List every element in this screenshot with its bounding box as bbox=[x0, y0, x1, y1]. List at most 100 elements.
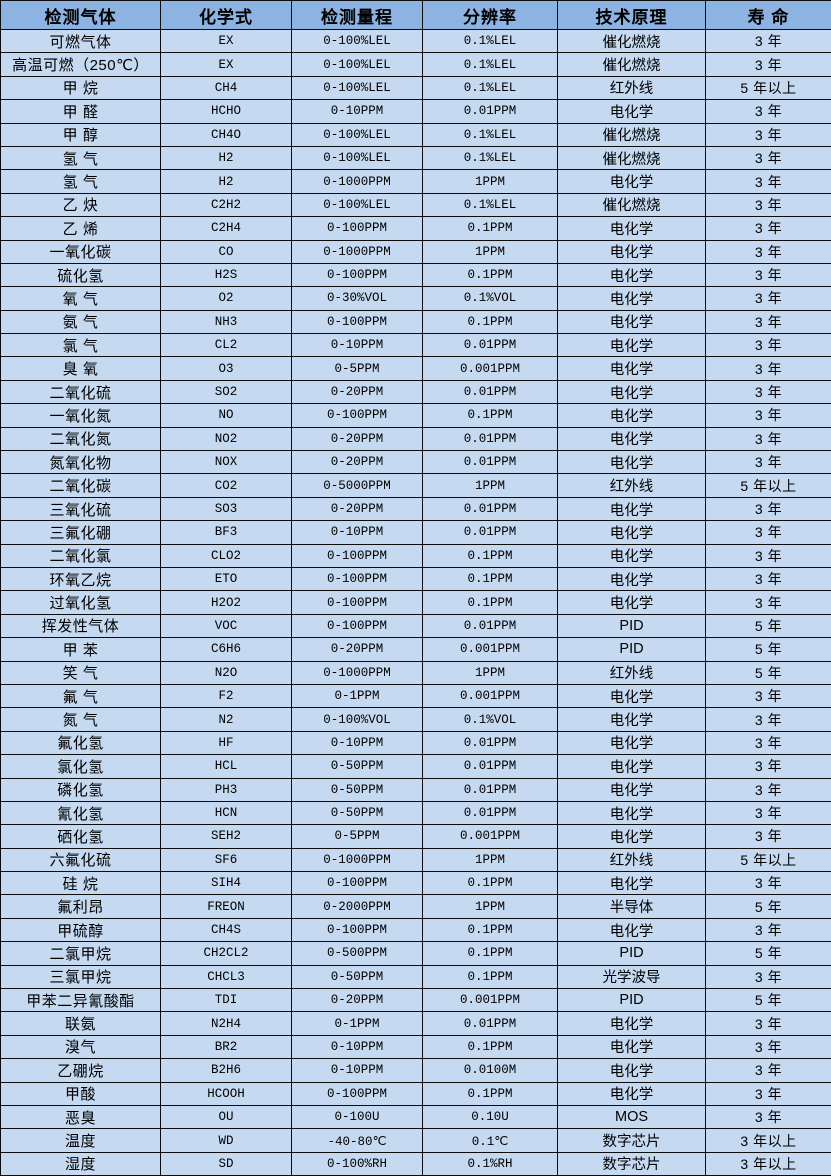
cell-resolution: 0.1PPM bbox=[423, 217, 558, 240]
cell-formula: F2 bbox=[161, 684, 292, 707]
cell-technology: PID bbox=[558, 614, 706, 637]
cell-formula: SD bbox=[161, 1152, 292, 1175]
cell-range: 0-100PPM bbox=[292, 567, 423, 590]
cell-resolution: 0.1PPM bbox=[423, 567, 558, 590]
cell-lifetime: 3 年 bbox=[706, 451, 831, 474]
cell-lifetime: 3 年 bbox=[706, 755, 831, 778]
cell-formula: CH4O bbox=[161, 123, 292, 146]
cell-technology: 电化学 bbox=[558, 544, 706, 567]
cell-gas: 氯化氢 bbox=[1, 755, 161, 778]
cell-technology: 光学波导 bbox=[558, 965, 706, 988]
cell-technology: 红外线 bbox=[558, 661, 706, 684]
cell-lifetime: 3 年 bbox=[706, 193, 831, 216]
cell-lifetime: 3 年 bbox=[706, 1105, 831, 1128]
cell-range: 0-5PPM bbox=[292, 825, 423, 848]
cell-gas: 硫化氢 bbox=[1, 263, 161, 286]
cell-gas: 环氧乙烷 bbox=[1, 567, 161, 590]
cell-lifetime: 5 年 bbox=[706, 614, 831, 637]
cell-formula: CO2 bbox=[161, 474, 292, 497]
cell-technology: 电化学 bbox=[558, 1059, 706, 1082]
cell-range: 0-100%LEL bbox=[292, 30, 423, 53]
cell-lifetime: 3 年 bbox=[706, 240, 831, 263]
cell-technology: PID bbox=[558, 942, 706, 965]
cell-resolution: 0.1PPM bbox=[423, 942, 558, 965]
cell-technology: 红外线 bbox=[558, 848, 706, 871]
cell-technology: 催化燃烧 bbox=[558, 123, 706, 146]
cell-range: 0-5PPM bbox=[292, 357, 423, 380]
cell-range: 0-100%LEL bbox=[292, 53, 423, 76]
cell-technology: 催化燃烧 bbox=[558, 53, 706, 76]
cell-lifetime: 5 年以上 bbox=[706, 474, 831, 497]
cell-technology: 电化学 bbox=[558, 778, 706, 801]
cell-resolution: 0.01PPM bbox=[423, 521, 558, 544]
cell-range: 0-50PPM bbox=[292, 778, 423, 801]
cell-resolution: 0.001PPM bbox=[423, 684, 558, 707]
cell-range: 0-5000PPM bbox=[292, 474, 423, 497]
cell-resolution: 0.01PPM bbox=[423, 451, 558, 474]
cell-formula: HF bbox=[161, 731, 292, 754]
cell-gas: 恶臭 bbox=[1, 1105, 161, 1128]
cell-technology: 催化燃烧 bbox=[558, 30, 706, 53]
cell-technology: PID bbox=[558, 989, 706, 1012]
cell-lifetime: 3 年 bbox=[706, 965, 831, 988]
cell-lifetime: 3 年 bbox=[706, 801, 831, 824]
cell-range: 0-100PPM bbox=[292, 544, 423, 567]
cell-gas: 氟化氢 bbox=[1, 731, 161, 754]
cell-range: 0-1PPM bbox=[292, 1012, 423, 1035]
cell-gas: 二氧化硫 bbox=[1, 380, 161, 403]
cell-gas: 乙 烯 bbox=[1, 217, 161, 240]
cell-formula: CHCL3 bbox=[161, 965, 292, 988]
cell-lifetime: 5 年以上 bbox=[706, 848, 831, 871]
cell-gas: 甲 苯 bbox=[1, 638, 161, 661]
cell-lifetime: 5 年 bbox=[706, 895, 831, 918]
cell-gas: 高温可燃（250℃） bbox=[1, 53, 161, 76]
cell-range: 0-100PPM bbox=[292, 310, 423, 333]
cell-range: 0-100PPM bbox=[292, 1082, 423, 1105]
cell-range: 0-20PPM bbox=[292, 451, 423, 474]
column-header-lifetime: 寿 命 bbox=[706, 1, 831, 30]
cell-gas: 溴气 bbox=[1, 1035, 161, 1058]
cell-gas: 氯 气 bbox=[1, 334, 161, 357]
cell-resolution: 1PPM bbox=[423, 240, 558, 263]
cell-technology: 电化学 bbox=[558, 591, 706, 614]
cell-range: 0-100%VOL bbox=[292, 708, 423, 731]
cell-gas: 三氧化硫 bbox=[1, 497, 161, 520]
cell-lifetime: 5 年 bbox=[706, 989, 831, 1012]
cell-formula: HCOOH bbox=[161, 1082, 292, 1105]
cell-gas: 联氨 bbox=[1, 1012, 161, 1035]
cell-formula: BR2 bbox=[161, 1035, 292, 1058]
cell-resolution: 1PPM bbox=[423, 474, 558, 497]
cell-range: 0-1000PPM bbox=[292, 848, 423, 871]
cell-technology: MOS bbox=[558, 1105, 706, 1128]
column-header-range: 检测量程 bbox=[292, 1, 423, 30]
cell-range: 0-100%LEL bbox=[292, 146, 423, 169]
cell-resolution: 0.1PPM bbox=[423, 965, 558, 988]
cell-formula: H2S bbox=[161, 263, 292, 286]
cell-technology: 电化学 bbox=[558, 801, 706, 824]
cell-technology: 红外线 bbox=[558, 474, 706, 497]
cell-range: 0-1PPM bbox=[292, 684, 423, 707]
cell-gas: 三氯甲烷 bbox=[1, 965, 161, 988]
cell-lifetime: 3 年 bbox=[706, 497, 831, 520]
cell-resolution: 0.1PPM bbox=[423, 404, 558, 427]
cell-formula: WD bbox=[161, 1129, 292, 1152]
cell-technology: 电化学 bbox=[558, 240, 706, 263]
cell-formula: C2H2 bbox=[161, 193, 292, 216]
cell-resolution: 0.1PPM bbox=[423, 918, 558, 941]
cell-gas: 甲苯二异氰酸酯 bbox=[1, 989, 161, 1012]
cell-resolution: 0.01PPM bbox=[423, 334, 558, 357]
cell-technology: PID bbox=[558, 638, 706, 661]
cell-range: 0-20PPM bbox=[292, 497, 423, 520]
cell-gas: 挥发性气体 bbox=[1, 614, 161, 637]
cell-lifetime: 3 年 bbox=[706, 53, 831, 76]
cell-technology: 数字芯片 bbox=[558, 1129, 706, 1152]
cell-gas: 六氟化硫 bbox=[1, 848, 161, 871]
cell-lifetime: 3 年以上 bbox=[706, 1152, 831, 1175]
